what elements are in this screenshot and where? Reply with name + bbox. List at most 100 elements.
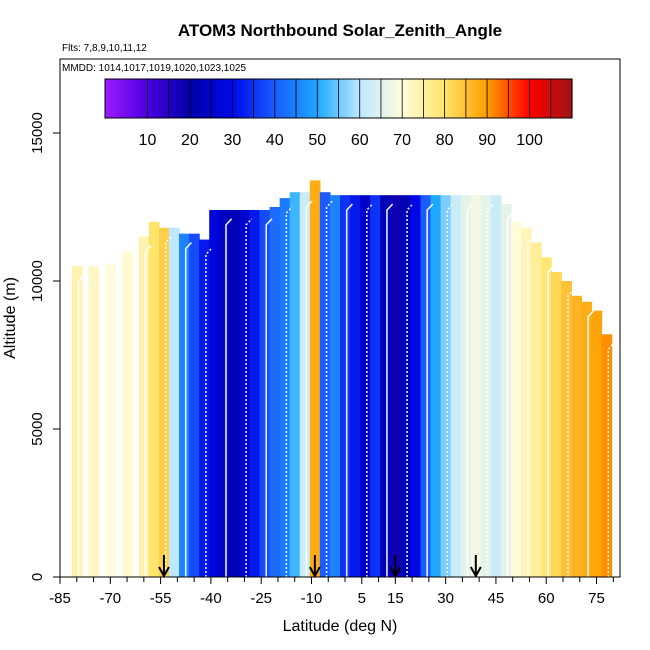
colorbar-segment [569,79,573,118]
colorbar-segment [117,79,121,118]
colorbar-segment [465,79,469,118]
profile-line [77,274,85,577]
colorbar-segment [544,79,548,118]
colorbar-segment [542,79,546,118]
colorbar-segment [501,79,505,118]
colorbar-segment [321,79,325,118]
colorbar-segment [240,79,244,118]
marker-arrow-head [389,566,402,579]
colorbar-segment [253,79,257,118]
profile-line [506,212,514,577]
heatmap-cell [410,195,422,577]
colorbar-segment [470,79,473,118]
heatmap-layer [71,180,613,577]
colorbar-tick-label: 40 [266,132,284,149]
colorbar-segment [552,79,556,118]
colorbar-segment [306,79,310,118]
colorbar-segment [393,79,397,118]
heatmap-cell [209,209,220,577]
colorbar-segment [404,79,408,118]
colorbar-segment [389,79,393,118]
heatmap-cell [158,227,170,577]
colorbar-segment [357,79,361,118]
colorbar-segment [457,79,461,118]
marker-arrow-head [158,566,170,579]
colorbar-segment [372,79,376,118]
colorbar-segment [293,79,297,118]
colorbar-segment [187,79,191,118]
colorbar-segment [455,79,458,118]
profile-line [265,218,273,577]
profile-line [587,310,595,577]
colorbar-segment [276,79,280,118]
colorbar-segment [431,79,435,118]
colorbar-segment [175,79,178,118]
colorbar-segment [143,79,146,118]
x-tick-label: 45 [488,590,505,607]
colorbar-segment [410,79,414,118]
colorbar-segment [192,79,195,118]
heatmap-cell [571,295,583,577]
profile-line [111,271,119,577]
colorbar-segment [414,79,418,118]
x-tick-label: 30 [437,590,454,607]
colorbar: 10 20 30 40 50 60 70 80 90 100 [104,78,573,149]
colorbar-segment [434,79,437,118]
colorbar-segment [351,79,354,118]
colorbar-segment [408,79,412,118]
colorbar-segment [540,79,543,118]
heatmap-cell [279,198,291,577]
colorbar-segment [238,79,242,118]
colorbar-segment [531,79,535,118]
heatmap-cell [148,221,160,577]
colorbar-segment [504,79,507,118]
x-tick-label: -40 [200,590,222,607]
colorbar-segment [119,79,123,118]
colorbar-segment [332,79,335,118]
profile-line [325,200,333,577]
colorbar-segment [105,79,108,118]
colorbar-segment [283,79,287,118]
colorbar-segment [361,79,365,118]
colorbar-segment [512,79,516,118]
colorbar-segment [130,79,134,118]
heatmap-cell [138,236,150,577]
colorbar-segment [478,79,482,118]
colorbar-segment [419,79,422,118]
heatmap-cell [470,195,482,577]
colorbar-segment [429,79,433,118]
colorbar-segment [223,79,227,118]
colorbar-segment [387,79,391,118]
colorbar-segment [327,79,331,118]
colorbar-tick-label: 70 [393,132,411,149]
colorbar-segment [412,79,416,118]
chart-title: ATOM3 Northbound Solar_Zenith_Angle [178,21,502,40]
heatmap-cell [420,195,432,577]
heatmap-cell [105,263,116,577]
colorbar-segment [342,79,346,118]
heatmap-cell [390,195,401,577]
colorbar-segment [380,79,384,118]
heatmap-cell [480,195,492,577]
colorbar-segment [162,79,166,118]
colorbar-segment [366,79,369,118]
colorbar-segment [158,79,161,118]
colorbar-segment [323,79,327,118]
heatmap-cell [400,195,412,577]
profile-lines-layer [77,200,615,577]
heatmap-cell [531,242,542,577]
heatmap-cell [199,239,210,577]
colorbar-segment [236,79,240,118]
colorbar-segment [179,79,183,118]
colorbar-segment [196,79,199,118]
colorbar-segment [319,79,323,118]
colorbar-segment [400,79,403,118]
colorbar-segment [230,79,233,118]
colorbar-segment [476,79,480,118]
colorbar-segment [346,79,350,118]
colorbar-tick-label: 20 [181,132,199,149]
colorbar-segment [164,79,168,118]
profile-line [466,203,474,577]
colorbar-segment [423,79,427,118]
colorbar-segment [438,79,441,118]
